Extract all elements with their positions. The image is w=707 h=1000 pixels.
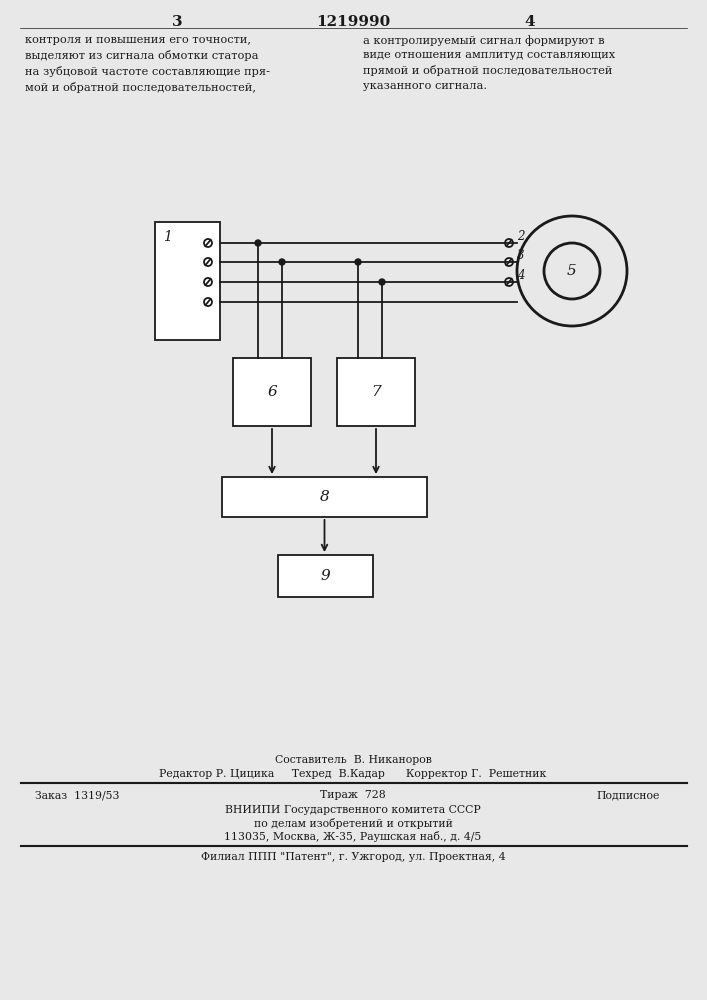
- Text: 8: 8: [320, 490, 329, 504]
- Bar: [155, 222, 220, 340]
- Text: Заказ  1319/53: Заказ 1319/53: [35, 790, 119, 800]
- Text: 9: 9: [321, 569, 330, 583]
- Text: Тираж  728: Тираж 728: [320, 790, 386, 800]
- Circle shape: [379, 279, 385, 285]
- Text: по делам изобретений и открытий: по делам изобретений и открытий: [254, 818, 452, 829]
- Bar: [278, 555, 373, 597]
- Text: Составитель  В. Никаноров: Составитель В. Никаноров: [274, 755, 431, 765]
- Text: 4: 4: [525, 15, 535, 29]
- Text: 7: 7: [371, 385, 381, 399]
- Text: а контролируемый сигнал формируют в
виде отношения амплитуд составляющих
прямой : а контролируемый сигнал формируют в виде…: [363, 35, 615, 91]
- Bar: [222, 477, 427, 517]
- Text: Филиал ППП "Патент", г. Ужгород, ул. Проектная, 4: Филиал ППП "Патент", г. Ужгород, ул. Про…: [201, 852, 506, 862]
- Text: 6: 6: [267, 385, 277, 399]
- Circle shape: [279, 259, 285, 265]
- Circle shape: [255, 240, 261, 246]
- Text: 1: 1: [163, 230, 171, 244]
- Text: 1219990: 1219990: [316, 15, 390, 29]
- Text: Подписное: Подписное: [597, 790, 660, 800]
- Text: 113035, Москва, Ж-35, Раушская наб., д. 4/5: 113035, Москва, Ж-35, Раушская наб., д. …: [224, 831, 481, 842]
- Text: 3: 3: [172, 15, 182, 29]
- Text: 4: 4: [517, 269, 525, 282]
- Text: Редактор Р. Цицика     Техред  В.Кадар      Корректор Г.  Решетник: Редактор Р. Цицика Техред В.Кадар Коррек…: [159, 769, 547, 779]
- Bar: [337, 358, 415, 426]
- Text: 5: 5: [567, 264, 577, 278]
- Circle shape: [355, 259, 361, 265]
- Bar: [233, 358, 311, 426]
- Text: контроля и повышения его точности,
выделяют из сигнала обмотки статора
на зубцов: контроля и повышения его точности, выдел…: [25, 35, 270, 93]
- Text: 3: 3: [517, 249, 525, 262]
- Text: 2: 2: [517, 230, 525, 243]
- Text: ВНИИПИ Государственного комитета СССР: ВНИИПИ Государственного комитета СССР: [225, 805, 481, 815]
